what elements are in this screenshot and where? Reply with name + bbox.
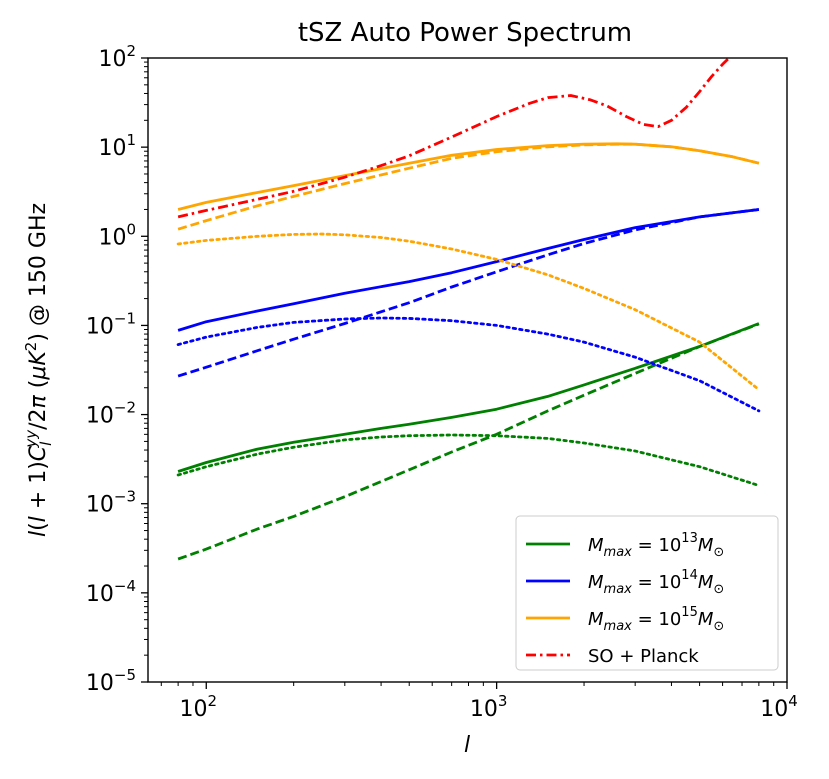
series-line-8 [176,232,761,392]
series-line-0 [177,322,760,473]
y-label-open: ( [26,380,51,396]
y-tick-label: 102 [98,42,136,72]
x-tick-label: 102 [179,692,217,722]
y-label-plus: + 1) [26,461,51,516]
legend-box [515,515,779,671]
y-tick-label: 10−5 [86,666,136,696]
y-label-unit: μK [26,350,51,381]
legend-label-1: Mmax = 1014M⊙ [588,568,724,597]
y-label-sub: l [37,441,55,446]
legend-label-3: SO + Planck [588,646,699,667]
legend: Mmax = 1013M⊙ Mmax = 1014M⊙ Mmax = 1015M⊙ S… [515,515,779,671]
legend-label-0: Mmax = 1013M⊙ [588,531,724,560]
y-label-paren: ( [26,522,51,531]
x-axis-label: l [464,733,470,758]
y-label-tail: ) @ 150 GHz [26,203,51,342]
y-tick-labels: 10−5 10−4 10−3 10−2 10−1 100 101 102 [86,42,136,696]
y-label-l2: l [26,516,51,522]
series-line-5 [176,316,761,413]
y-tick-label: 10−2 [86,399,136,429]
x-tick-label: 104 [760,692,798,722]
series-line-1 [177,322,760,561]
y-tick-label: 10−4 [86,577,136,607]
y-label-pi: π [26,394,51,408]
x-tick-labels: 102 103 104 [179,692,797,722]
plot-frame [147,57,788,683]
legend-label-2: Mmax = 1015M⊙ [588,605,724,634]
y-label-c: C [26,445,51,461]
series-line-4 [177,208,760,378]
series-line-9 [177,58,731,219]
y-tick-label: 10−1 [86,309,136,339]
y-tick-label: 100 [98,220,136,250]
series-line-3 [177,208,760,332]
series-line-7 [177,142,760,231]
x-tick-label: 103 [470,692,508,722]
y-axis-label: l(l + 1)Clyy/2π (μK2) @ 150 GHz [22,203,55,537]
series-line-2 [176,433,761,487]
y-label-unit-exp: 2 [22,342,40,352]
y-label-l1: l [26,531,51,537]
y-label-sup: yy [22,429,40,449]
y-tick-label: 10−3 [86,488,136,518]
major-ticks [141,57,788,689]
series-line-6 [177,142,760,211]
y-tick-label: 101 [98,131,136,161]
series-layer [176,58,761,561]
y-label-div: /2 [26,408,51,429]
chart-title: tSZ Auto Power Spectrum [298,18,632,48]
